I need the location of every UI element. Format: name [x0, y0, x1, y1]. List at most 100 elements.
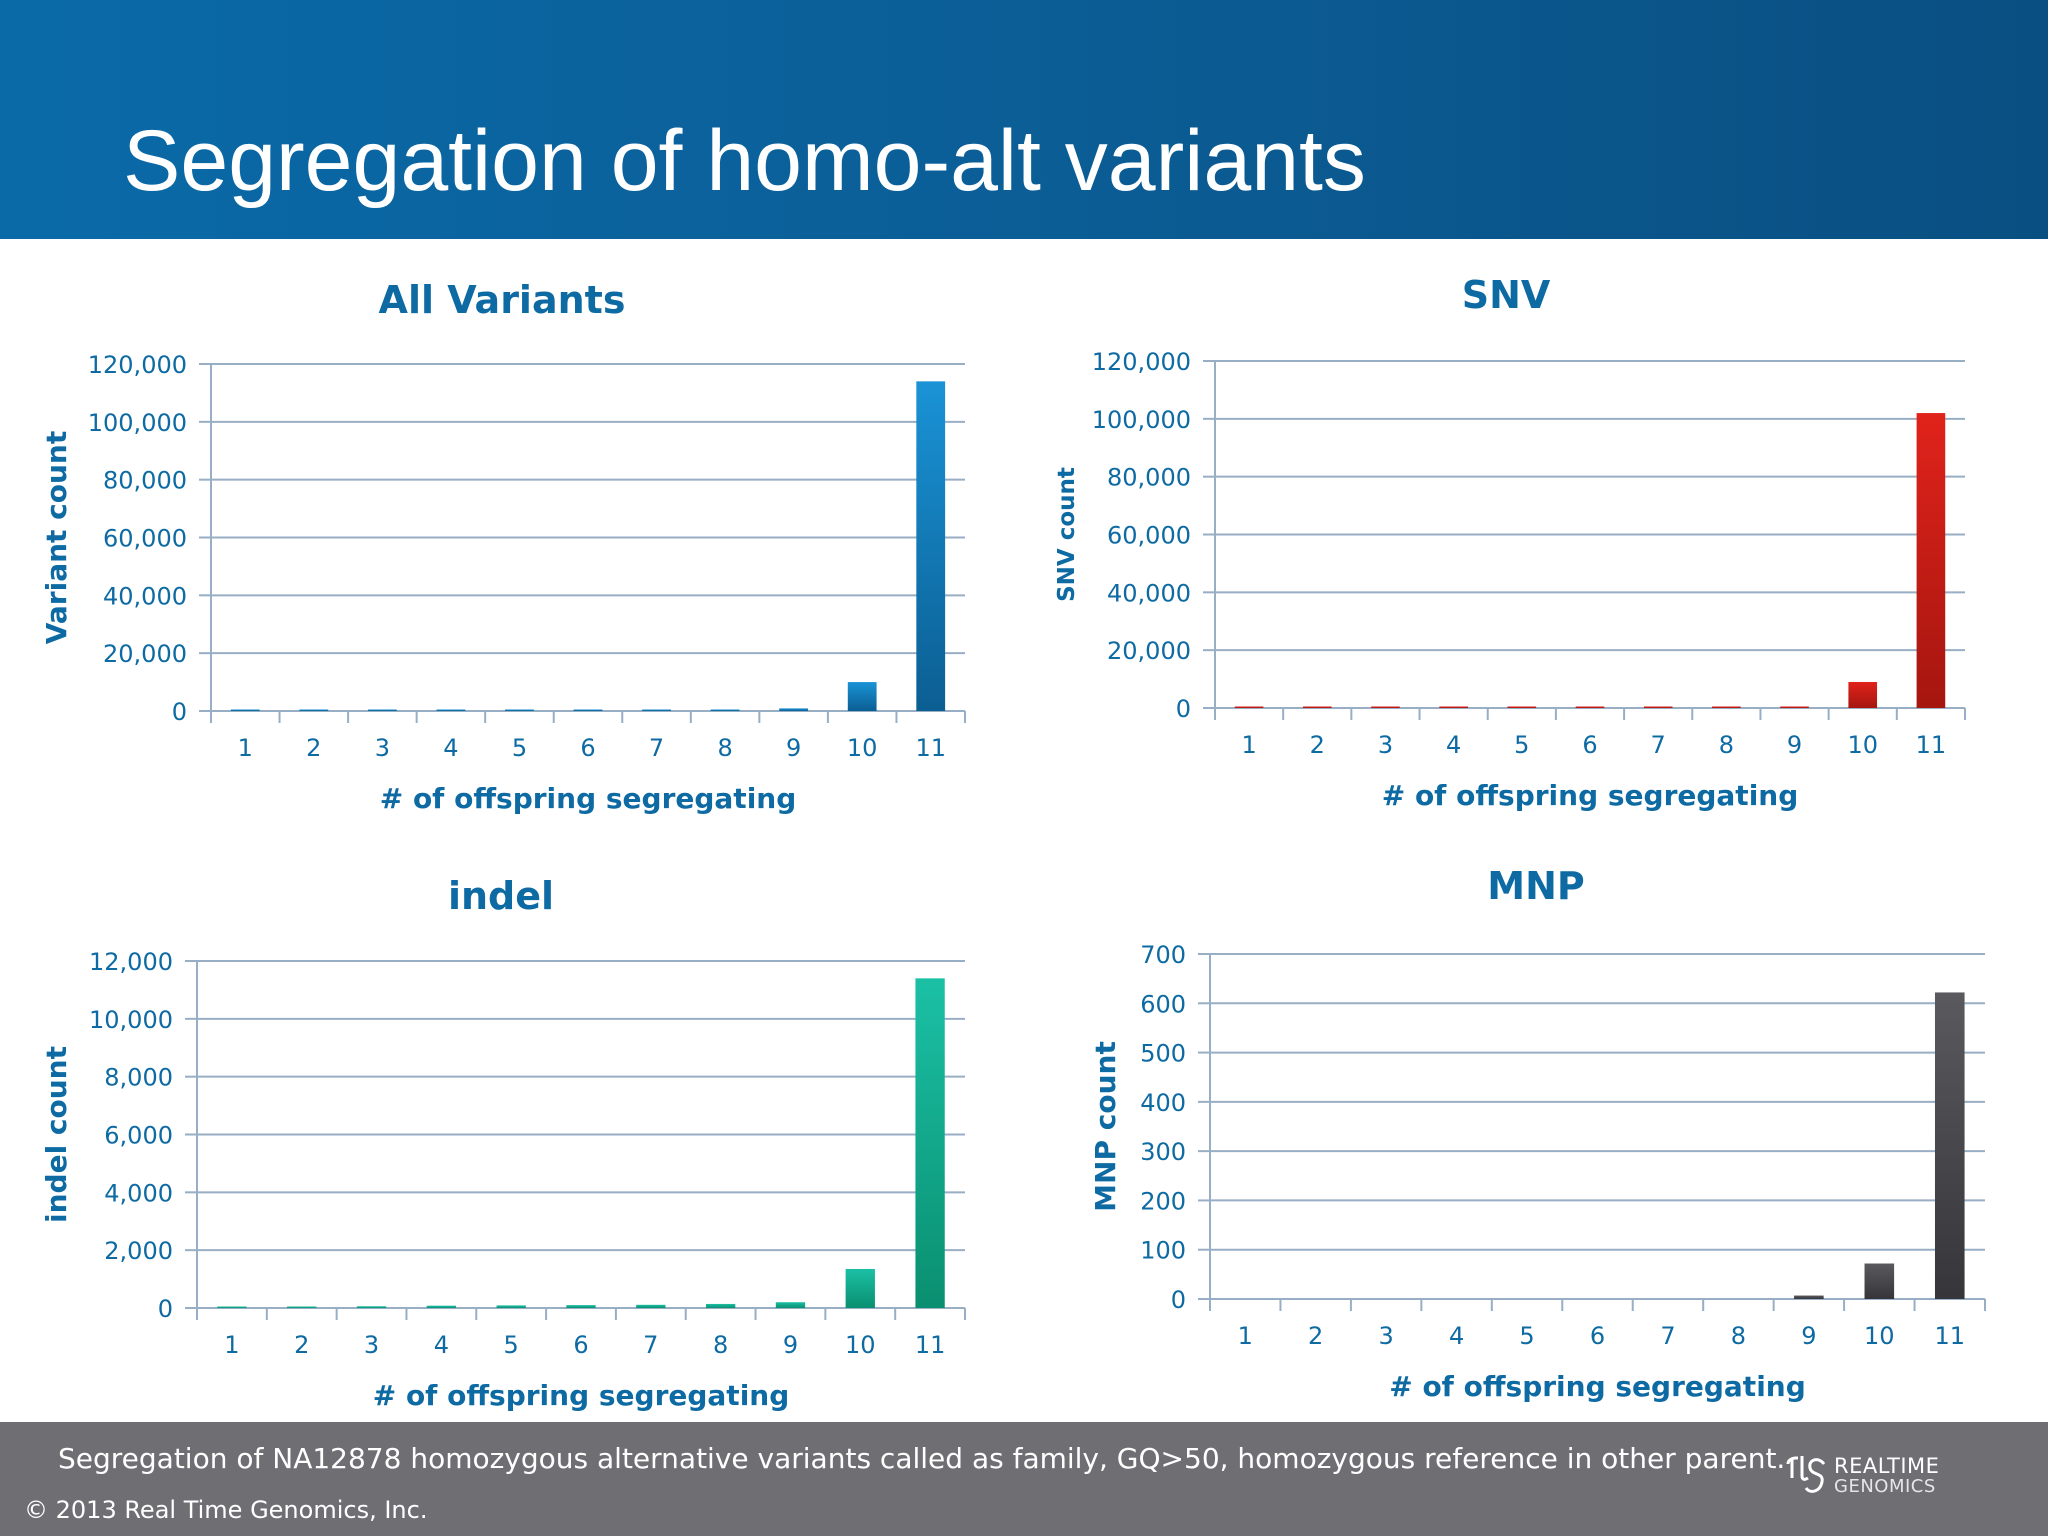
y-axis-label: SNV count	[1054, 467, 1080, 602]
y-tick-label: 700	[1140, 941, 1186, 969]
chart-3: 0 100 200 300 400 500 600 700 1 2 3 4 5 6 7 8 9 10 11 MNP # …	[1089, 864, 1986, 1403]
bar-4	[1439, 706, 1468, 708]
charts-area: 020,00040,00060,00080,000100,000120,0001…	[40, 273, 1986, 1412]
y-tick-label: 6,000	[104, 1122, 173, 1150]
x-tick-label: 1	[1241, 731, 1256, 759]
x-tick-label: 1	[238, 734, 253, 762]
bar-7	[636, 1304, 666, 1308]
x-tick-label: 9	[786, 734, 801, 762]
logo-text-line1: REALTIME	[1834, 1454, 1940, 1478]
bar-3	[367, 709, 397, 711]
y-tick-label: 600	[1140, 990, 1186, 1018]
x-tick-label: 7	[1660, 1322, 1675, 1350]
bar-2	[1302, 706, 1332, 708]
bar-11	[1934, 992, 1965, 1299]
x-tick-label: 9	[1801, 1322, 1816, 1350]
bar-1	[1234, 706, 1264, 708]
bar-7	[642, 709, 671, 711]
x-tick-label: 8	[1731, 1322, 1746, 1350]
chart-1: 0 20,000 40,000 60,000 80,000 100,000 120,000 1…	[1054, 273, 1966, 812]
y-tick-label: 10,000	[89, 1006, 173, 1034]
x-tick-label: 6	[1582, 731, 1597, 759]
bar-9	[779, 708, 809, 711]
x-tick-label: 2	[1310, 731, 1325, 759]
bar-9	[1794, 1295, 1824, 1299]
bar-10	[1848, 681, 1878, 708]
x-tick-label: 2	[1308, 1322, 1323, 1350]
y-tick-label: 2,000	[104, 1237, 173, 1265]
footer-caption: Segregation of NA12878 homozygous altern…	[58, 1442, 1786, 1475]
chart-title: All Variants	[379, 278, 626, 322]
bar-11	[1916, 413, 1946, 708]
x-tick-label: 4	[1446, 731, 1461, 759]
y-tick-label: 100	[1140, 1237, 1186, 1265]
y-tick-label: 80,000	[103, 467, 187, 495]
x-tick-label: 11	[915, 1331, 946, 1359]
bar-9	[1780, 706, 1809, 708]
logo-text-line2: GENOMICS	[1834, 1476, 1936, 1497]
x-tick-label: 4	[1449, 1322, 1464, 1350]
x-tick-label: 5	[1519, 1322, 1534, 1350]
copyright-notice: © 2013 Real Time Genomics, Inc.	[24, 1496, 428, 1524]
x-tick-label: 2	[294, 1331, 309, 1359]
x-axis-label: # of offspring segregating	[1389, 1370, 1806, 1403]
company-logo: REALTIME GENOMICS	[1784, 1452, 1964, 1498]
y-tick-label: 4,000	[104, 1179, 173, 1207]
x-tick-label: 10	[1847, 731, 1878, 759]
y-axis-label: Variant count	[40, 431, 73, 645]
x-tick-label: 10	[845, 1331, 876, 1359]
x-tick-label: 11	[915, 734, 946, 762]
y-tick-label: 20,000	[103, 640, 187, 668]
y-tick-label: 40,000	[103, 582, 187, 610]
y-tick-label: 400	[1140, 1089, 1186, 1117]
x-tick-label: 1	[224, 1331, 239, 1359]
bar-11	[916, 381, 946, 711]
y-tick-label: 0	[1176, 695, 1191, 723]
bar-8	[1712, 706, 1741, 708]
x-tick-label: 4	[443, 734, 458, 762]
x-tick-label: 7	[649, 734, 664, 762]
y-tick-label: 120,000	[88, 351, 187, 379]
bar-7	[1643, 706, 1673, 708]
x-tick-label: 3	[375, 734, 390, 762]
y-tick-label: 20,000	[1107, 637, 1191, 665]
chart-title: MNP	[1487, 864, 1584, 908]
x-tick-label: 5	[512, 734, 527, 762]
y-tick-label: 8,000	[104, 1064, 173, 1092]
x-tick-label: 3	[1378, 1322, 1393, 1350]
y-tick-label: 200	[1140, 1187, 1186, 1215]
slide-title: Segregation of homo-alt variants	[123, 113, 1366, 209]
bar-1	[230, 709, 260, 711]
x-tick-label: 5	[1514, 731, 1529, 759]
bar-10	[1864, 1263, 1895, 1299]
x-tick-label: 5	[504, 1331, 519, 1359]
bar-5	[505, 709, 534, 711]
bar-8	[705, 1303, 736, 1308]
x-tick-label: 7	[643, 1331, 658, 1359]
bar-1	[217, 1306, 247, 1308]
y-axis-label: indel count	[40, 1046, 73, 1223]
y-tick-label: 40,000	[1107, 579, 1191, 607]
x-tick-label: 9	[1787, 731, 1802, 759]
x-tick-label: 2	[306, 734, 321, 762]
x-tick-label: 6	[573, 1331, 588, 1359]
y-tick-label: 120,000	[1092, 348, 1191, 376]
x-tick-label: 11	[1934, 1322, 1965, 1350]
y-tick-label: 12,000	[89, 948, 173, 976]
y-tick-label: 0	[172, 698, 187, 726]
x-tick-label: 10	[847, 734, 878, 762]
y-tick-label: 300	[1140, 1138, 1186, 1166]
bar-6	[566, 1305, 596, 1308]
bar-10	[847, 682, 877, 711]
x-axis-label: # of offspring segregating	[380, 782, 797, 815]
bar-5	[496, 1305, 526, 1308]
bar-9	[775, 1302, 806, 1308]
x-tick-label: 4	[434, 1331, 449, 1359]
y-tick-label: 80,000	[1107, 464, 1191, 492]
x-tick-label: 7	[1651, 731, 1666, 759]
bar-4	[436, 709, 466, 711]
y-tick-label: 0	[158, 1295, 173, 1323]
y-tick-label: 0	[1171, 1286, 1186, 1314]
bar-11	[915, 978, 945, 1308]
bar-2	[287, 1306, 317, 1308]
